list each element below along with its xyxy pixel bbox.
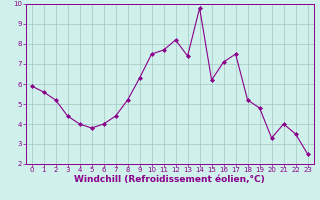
X-axis label: Windchill (Refroidissement éolien,°C): Windchill (Refroidissement éolien,°C)	[74, 175, 265, 184]
